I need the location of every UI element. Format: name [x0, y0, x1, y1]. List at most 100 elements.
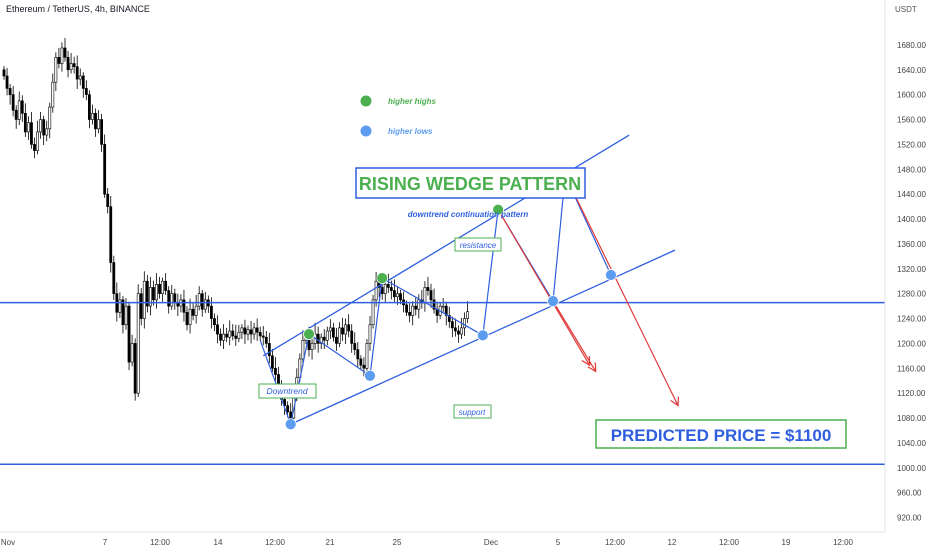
candle-body: [171, 294, 173, 306]
candle-body: [21, 101, 23, 113]
pattern-subtitle: downtrend continuation pattern: [408, 210, 529, 219]
candle-body: [73, 64, 75, 67]
x-tick-label: Nov: [1, 538, 15, 547]
candle-body: [363, 365, 365, 368]
candle-body: [390, 287, 392, 290]
candle-body: [219, 334, 221, 340]
candle-body: [189, 309, 191, 325]
y-tick-label: 1560.00: [897, 116, 926, 125]
candle-body: [323, 337, 325, 340]
support-label: support: [459, 408, 486, 417]
candle-body: [415, 306, 417, 309]
candle-body: [247, 330, 249, 334]
pattern-title: RISING WEDGE PATTERN: [359, 174, 581, 194]
x-tick-label: 12:00: [605, 538, 626, 547]
y-tick-label: 1040.00: [897, 439, 926, 448]
candle-body: [174, 294, 176, 303]
x-tick-label: 5: [556, 538, 561, 547]
candle-body: [158, 284, 160, 293]
candle-body: [302, 340, 304, 359]
candle-body: [329, 328, 331, 331]
candle-body: [262, 336, 264, 337]
candle-body: [223, 334, 225, 340]
zigzag-segment: [291, 334, 309, 424]
candle-body: [427, 287, 429, 290]
y-tick-label: 1440.00: [897, 190, 926, 199]
candle-body: [137, 294, 139, 394]
candle-body: [463, 319, 465, 328]
candle-body: [58, 57, 60, 63]
candle-body: [384, 284, 386, 293]
x-tick-label: 12: [668, 538, 677, 547]
candle-body: [341, 328, 343, 334]
x-tick-label: 7: [103, 538, 108, 547]
candle-body: [18, 101, 20, 120]
higher-low-marker: [605, 270, 616, 281]
zigzag-segment: [260, 340, 291, 424]
y-tick-label: 1200.00: [897, 339, 926, 348]
candle-body: [131, 343, 133, 362]
candle-body: [387, 284, 389, 287]
candle-body: [30, 123, 32, 145]
candle-body: [256, 328, 258, 332]
candle-body: [9, 88, 11, 94]
candle-body: [393, 291, 395, 297]
candle-body: [61, 48, 63, 64]
candle-body: [195, 306, 197, 315]
candle-body: [451, 322, 453, 328]
y-tick-label: 1640.00: [897, 66, 926, 75]
candle-body: [232, 331, 234, 336]
candle-body: [192, 309, 194, 315]
y-tick-label: 1360.00: [897, 240, 926, 249]
candle-body: [113, 263, 115, 294]
candle-body: [409, 312, 411, 315]
candle-body: [15, 110, 17, 119]
candle-body: [36, 132, 38, 151]
candle-body: [418, 300, 420, 309]
candle-body: [70, 64, 72, 70]
candle-body: [454, 328, 456, 331]
candle-body: [152, 287, 154, 299]
candle-body: [271, 356, 273, 368]
candle-body: [64, 48, 66, 57]
candle-body: [3, 70, 5, 76]
candle-body: [155, 284, 157, 300]
candle-body: [412, 306, 414, 315]
y-tick-label: 1320.00: [897, 265, 926, 274]
y-tick-label: 1480.00: [897, 165, 926, 174]
candle-body: [290, 412, 292, 418]
legend-blue-dot: [361, 126, 372, 137]
candle-body: [274, 368, 276, 374]
candle-body: [375, 281, 377, 300]
candle-body: [317, 334, 319, 343]
candle-body: [125, 306, 127, 325]
candle-body: [128, 306, 130, 362]
candle-body: [183, 300, 185, 312]
x-tick-label: Dec: [484, 538, 498, 547]
candle-body: [6, 76, 8, 88]
candle-body: [79, 76, 81, 79]
candle-body: [229, 331, 231, 337]
candle-body: [360, 359, 362, 365]
candle-body: [91, 113, 93, 119]
candle-body: [396, 294, 398, 297]
candle-body: [226, 334, 228, 337]
x-tick-label: 12:00: [150, 538, 171, 547]
candle-body: [357, 350, 359, 359]
candle-body: [201, 294, 203, 310]
candle-body: [332, 328, 334, 337]
x-tick-label: 14: [214, 538, 223, 547]
candle-body: [430, 291, 432, 300]
projection-line: [553, 301, 596, 371]
candle-body: [244, 328, 246, 334]
candle-body: [140, 294, 142, 319]
candle-body: [366, 343, 368, 368]
candle-body: [442, 306, 444, 307]
x-tick-label: 12:00: [833, 538, 854, 547]
legend-higher-lows: higher lows: [388, 127, 433, 136]
candle-body: [345, 325, 347, 334]
candle-body: [259, 332, 261, 336]
candle-body: [250, 330, 252, 334]
